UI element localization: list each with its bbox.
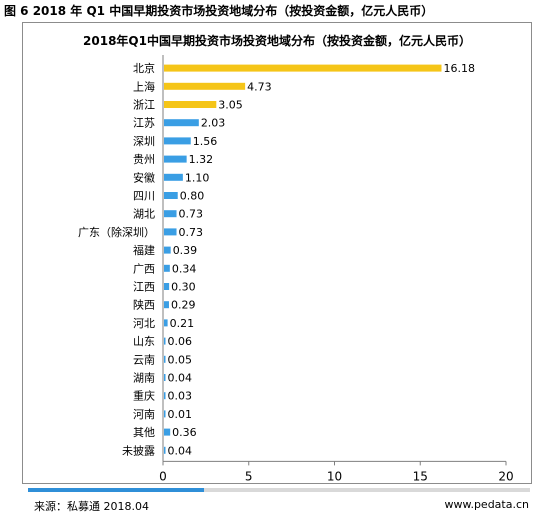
- bar-12: [164, 264, 170, 272]
- category-label-4: 江苏: [133, 117, 155, 130]
- bar-13: [164, 283, 170, 290]
- value-label-3: 3.05: [218, 99, 243, 112]
- bar-chart: 北京 16.18 上海 4.73 浙江 3.05 江苏 2.03 深圳 1.56 贵州 1.32 安徽 1…: [78, 55, 514, 483]
- value-label-17: 0.05: [168, 353, 193, 366]
- value-label-22: 0.04: [168, 444, 193, 457]
- bar-9: [164, 210, 177, 218]
- chart-panel: 2018年Q1中国早期投资市场投资地域分布（按投资金额，亿元人民币） 北京 16.…: [22, 22, 532, 484]
- value-label-20: 0.01: [168, 408, 193, 421]
- value-label-19: 0.03: [168, 390, 193, 403]
- category-label-7: 安徽: [133, 170, 155, 184]
- footer-accent-bar: [28, 488, 204, 492]
- value-label-7: 1.10: [185, 171, 210, 184]
- value-label-5: 1.56: [193, 135, 218, 148]
- bar-21: [164, 428, 171, 436]
- category-label-9: 湖北: [133, 208, 155, 221]
- category-label-1: 北京: [133, 61, 155, 75]
- value-label-11: 0.39: [173, 244, 198, 257]
- value-label-12: 0.34: [172, 262, 197, 275]
- x-tick-label-4: 15: [413, 469, 428, 483]
- category-label-13: 江西: [133, 281, 155, 294]
- value-label-6: 1.32: [189, 153, 214, 166]
- bar-11: [164, 246, 171, 254]
- category-label-8: 四川: [133, 190, 155, 203]
- value-label-2: 4.73: [247, 80, 272, 93]
- value-label-4: 2.03: [201, 117, 226, 130]
- value-label-10: 0.73: [179, 226, 204, 239]
- value-label-13: 0.30: [171, 281, 196, 294]
- value-label-18: 0.04: [168, 372, 193, 385]
- bar-3: [164, 101, 217, 108]
- bar-20: [164, 410, 166, 418]
- bar-22: [164, 446, 166, 454]
- x-tick-label-2: 5: [245, 469, 253, 483]
- category-label-20: 河南: [133, 408, 155, 421]
- category-label-22: 未披露: [122, 443, 155, 457]
- bar-17: [164, 355, 166, 363]
- bar-5: [164, 137, 191, 145]
- bar-10: [164, 228, 177, 236]
- category-label-11: 福建: [133, 243, 155, 257]
- value-label-15: 0.21: [170, 317, 195, 330]
- bar-7: [164, 173, 183, 181]
- value-label-16: 0.06: [168, 335, 193, 348]
- value-label-14: 0.29: [171, 299, 196, 312]
- category-label-21: 其他: [133, 426, 155, 439]
- category-label-10: 广东（除深圳）: [78, 225, 155, 239]
- category-label-17: 云南: [133, 353, 155, 366]
- category-label-6: 贵州: [133, 153, 155, 166]
- x-tick-label-5: 20: [498, 469, 513, 483]
- category-label-3: 浙江: [133, 99, 155, 112]
- chart-title: 2018年Q1中国早期投资市场投资地域分布（按投资金额，亿元人民币）: [83, 34, 471, 48]
- bar-8: [164, 192, 178, 199]
- x-tick-label-3: 10: [327, 469, 342, 483]
- bar-2: [164, 82, 246, 90]
- bar-19: [164, 392, 166, 400]
- bar-14: [164, 301, 169, 309]
- figure-title: 图 6 2018 年 Q1 中国早期投资市场投资地域分布（按投资金额，亿元人民币…: [4, 4, 434, 18]
- source-note: 来源：私募通 2018.04: [34, 500, 149, 513]
- value-label-1: 16.18: [443, 62, 475, 75]
- category-label-15: 河北: [133, 317, 155, 330]
- bar-1: [164, 64, 442, 72]
- bar-16: [164, 337, 166, 345]
- category-label-18: 湖南: [133, 372, 155, 385]
- x-tick-label-1: 0: [159, 469, 167, 483]
- category-label-2: 上海: [133, 79, 155, 93]
- value-label-21: 0.36: [172, 426, 197, 439]
- bar-4: [164, 119, 199, 127]
- category-label-16: 山东: [133, 335, 155, 348]
- value-label-9: 0.73: [179, 208, 204, 221]
- category-label-19: 重庆: [133, 389, 155, 403]
- bar-6: [164, 155, 187, 163]
- footer-divider: [28, 488, 530, 492]
- bar-18: [164, 374, 166, 381]
- value-label-8: 0.80: [180, 190, 205, 203]
- website-link[interactable]: www.pedata.cn: [444, 498, 529, 511]
- bar-15: [164, 319, 168, 327]
- category-label-5: 深圳: [133, 135, 155, 148]
- category-label-14: 陕西: [133, 298, 155, 312]
- category-label-12: 广西: [133, 262, 155, 275]
